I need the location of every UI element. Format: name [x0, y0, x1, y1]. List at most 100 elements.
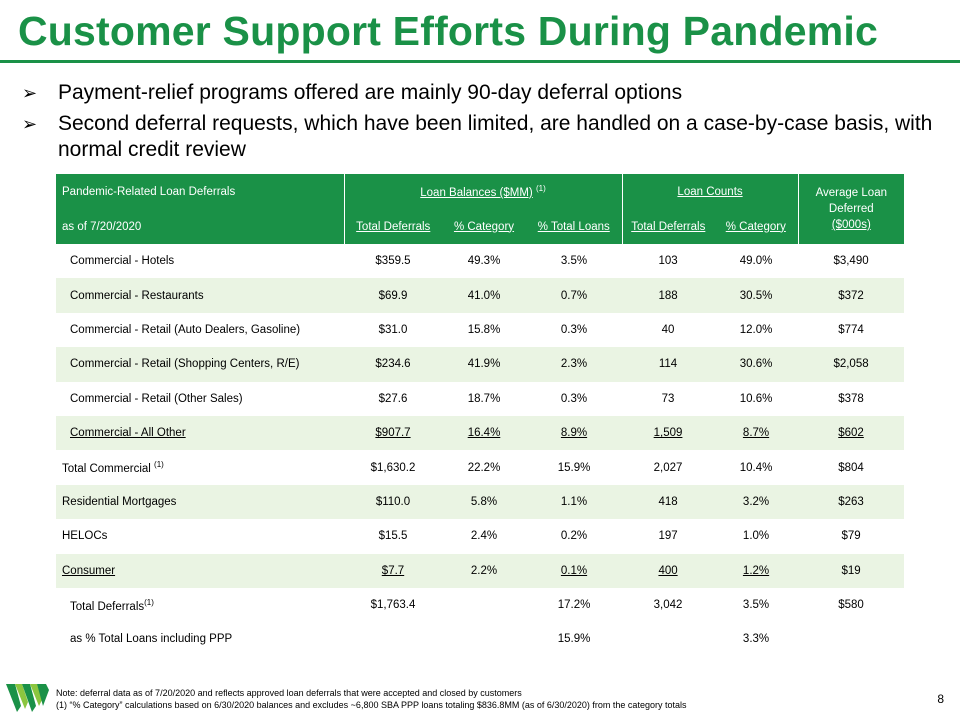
- cell-pct-category: 15.8%: [467, 323, 501, 336]
- cell-pct-category: 16.4%: [442, 415, 526, 451]
- cell-balance: $69.9: [344, 278, 442, 313]
- table-row: Commercial - All Other $907.7 16.4% 8.9%…: [56, 415, 905, 451]
- cell-average-loan: $580: [838, 599, 864, 612]
- table-header-row: as of 7/20/2020 Total Deferrals % Catego…: [56, 209, 904, 244]
- cell-pct-total-loans: 0.1%: [526, 553, 623, 588]
- arrow-bullet-icon: ➢: [22, 114, 38, 134]
- cell-average-loan: $19: [798, 553, 905, 588]
- table-row: Residential Mortgages $110.0 5.8% 1.1% 4…: [56, 484, 905, 520]
- footnotes: Note: deferral data as of 7/20/2020 and …: [56, 687, 686, 711]
- cell-pct-total-loans: 0.3%: [560, 392, 588, 405]
- bullet-text: Payment-relief programs offered are main…: [58, 81, 683, 104]
- cell-pct-category: 5.8%: [442, 484, 526, 520]
- row-category: Commercial - Hotels: [70, 255, 175, 268]
- bullet-item: ➢ Payment-relief programs offered are ma…: [22, 80, 947, 106]
- cell-count: 188: [622, 278, 715, 313]
- cell-pct-category: 2.4%: [470, 530, 498, 543]
- row-category: Residential Mortgages: [56, 484, 344, 520]
- row-category: as % Total Loans including PPP: [70, 633, 233, 646]
- column-header: % Category: [442, 209, 526, 244]
- footnote-1: (1) “% Category” calculations based on 6…: [56, 700, 687, 710]
- cell-pct-category: 41.0%: [442, 278, 526, 313]
- cell-balance: $234.6: [344, 347, 442, 382]
- table-row: Commercial - Retail (Other Sales) $27.6 …: [56, 382, 904, 416]
- cell-average-loan: $79: [841, 530, 861, 543]
- cell-count-pct-category: 3.5%: [742, 599, 770, 612]
- cell-average-loan: $263: [798, 484, 905, 520]
- cell-count-pct-category: 3.3%: [742, 633, 770, 646]
- cell-count: 418: [622, 484, 715, 520]
- cell-pct-total-loans: 0.7%: [526, 278, 623, 313]
- cell-balance: $27.6: [378, 392, 408, 405]
- bullet-item: ➢ Second deferral requests, which have b…: [22, 111, 947, 163]
- table-row: Commercial - Restaurants $69.9 41.0% 0.7…: [56, 278, 905, 313]
- title-divider: [0, 60, 960, 63]
- cell-average-loan: $774: [838, 323, 864, 336]
- cell-pct-category: 2.2%: [442, 553, 526, 588]
- cell-count: 114: [622, 347, 715, 382]
- cell-average-loan: $3,490: [833, 255, 869, 268]
- cell-pct-category: [442, 588, 526, 622]
- column-header: % Total Loans: [526, 209, 623, 244]
- row-category: Commercial - Retail (Shopping Centers, R…: [56, 347, 344, 382]
- row-category: HELOCs: [62, 530, 108, 543]
- cell-count: 3,042: [653, 599, 683, 612]
- cell-count: 40: [661, 323, 675, 336]
- cell-balance: $359.5: [375, 255, 411, 268]
- header-date: as of 7/20/2020: [56, 209, 345, 244]
- cell-count-pct-category: 49.0%: [739, 255, 773, 268]
- table-header-row: Pandemic-Related Loan Deferrals Loan Bal…: [56, 174, 905, 244]
- cell-pct-total-loans: 15.9%: [557, 633, 591, 646]
- table-row: Commercial - Retail (Shopping Centers, R…: [56, 347, 905, 382]
- cell-balance: $110.0: [344, 484, 442, 520]
- cell-average-loan: [798, 622, 904, 656]
- row-category: Total Deferrals(1): [70, 597, 154, 613]
- cell-pct-category: 49.3%: [467, 255, 501, 268]
- cell-count: 73: [661, 392, 675, 405]
- table-row: Total Deferrals(1) $1,763.4 17.2% 3,042 …: [56, 588, 904, 622]
- cell-count: 197: [658, 530, 678, 543]
- header-group-counts: Loan Counts: [622, 174, 799, 209]
- column-header: Total Deferrals: [622, 209, 715, 244]
- bullet-text: Second deferral requests, which have bee…: [58, 112, 933, 161]
- footnote-note: Note: deferral data as of 7/20/2020 and …: [56, 688, 522, 698]
- cell-count-pct-category: 3.2%: [714, 484, 799, 520]
- cell-count-pct-category: 30.5%: [714, 278, 799, 313]
- cell-count-pct-category: 1.2%: [714, 553, 799, 588]
- row-category: Total Commercial (1): [62, 460, 164, 475]
- table-row: Total Commercial (1) $1,630.2 22.2% 15.9…: [56, 450, 904, 484]
- cell-count: 103: [658, 255, 678, 268]
- cell-average-loan: $804: [838, 461, 864, 474]
- column-header: % Category: [714, 209, 799, 244]
- cell-count-pct-category: 12.0%: [739, 323, 773, 336]
- cell-pct-total-loans: 3.5%: [560, 255, 588, 268]
- cell-pct-total-loans: 1.1%: [526, 484, 623, 520]
- cell-pct-total-loans: 15.9%: [557, 461, 591, 474]
- header-average-loan: Average Loan Deferred ($000s): [798, 174, 905, 244]
- bullet-list: ➢ Payment-relief programs offered are ma…: [22, 80, 947, 168]
- arrow-bullet-icon: ➢: [22, 83, 38, 103]
- cell-count-pct-category: 10.6%: [739, 392, 773, 405]
- cell-count-pct-category: 8.7%: [714, 415, 799, 451]
- table-row: Consumer $7.7 2.2% 0.1% 400 1.2% $19: [56, 553, 905, 588]
- header-group-balances: Loan Balances ($MM) (1): [344, 174, 623, 209]
- cell-pct-category: 22.2%: [467, 461, 501, 474]
- cell-pct-total-loans: 8.9%: [526, 415, 623, 451]
- page-number: 8: [937, 692, 944, 706]
- table-row: HELOCs $15.5 2.4% 0.2% 197 1.0% $79: [56, 519, 904, 553]
- cell-balance: $7.7: [344, 553, 442, 588]
- cell-balance: $1,630.2: [370, 461, 416, 474]
- cell-count: [622, 622, 714, 656]
- cell-balance: $15.5: [378, 530, 408, 543]
- cell-count-pct-category: 10.4%: [739, 461, 773, 474]
- cell-average-loan: $372: [798, 278, 905, 313]
- cell-average-loan: $2,058: [798, 347, 905, 382]
- cell-balance: [344, 622, 442, 656]
- cell-balance: $1,763.4: [370, 599, 416, 612]
- cell-average-loan: $378: [838, 392, 864, 405]
- cell-average-loan: $602: [798, 415, 905, 451]
- cell-pct-category: 41.9%: [442, 347, 526, 382]
- cell-count-pct-category: 30.6%: [714, 347, 799, 382]
- page-title: Customer Support Efforts During Pandemic: [18, 8, 878, 54]
- row-category: Commercial - Restaurants: [56, 278, 344, 313]
